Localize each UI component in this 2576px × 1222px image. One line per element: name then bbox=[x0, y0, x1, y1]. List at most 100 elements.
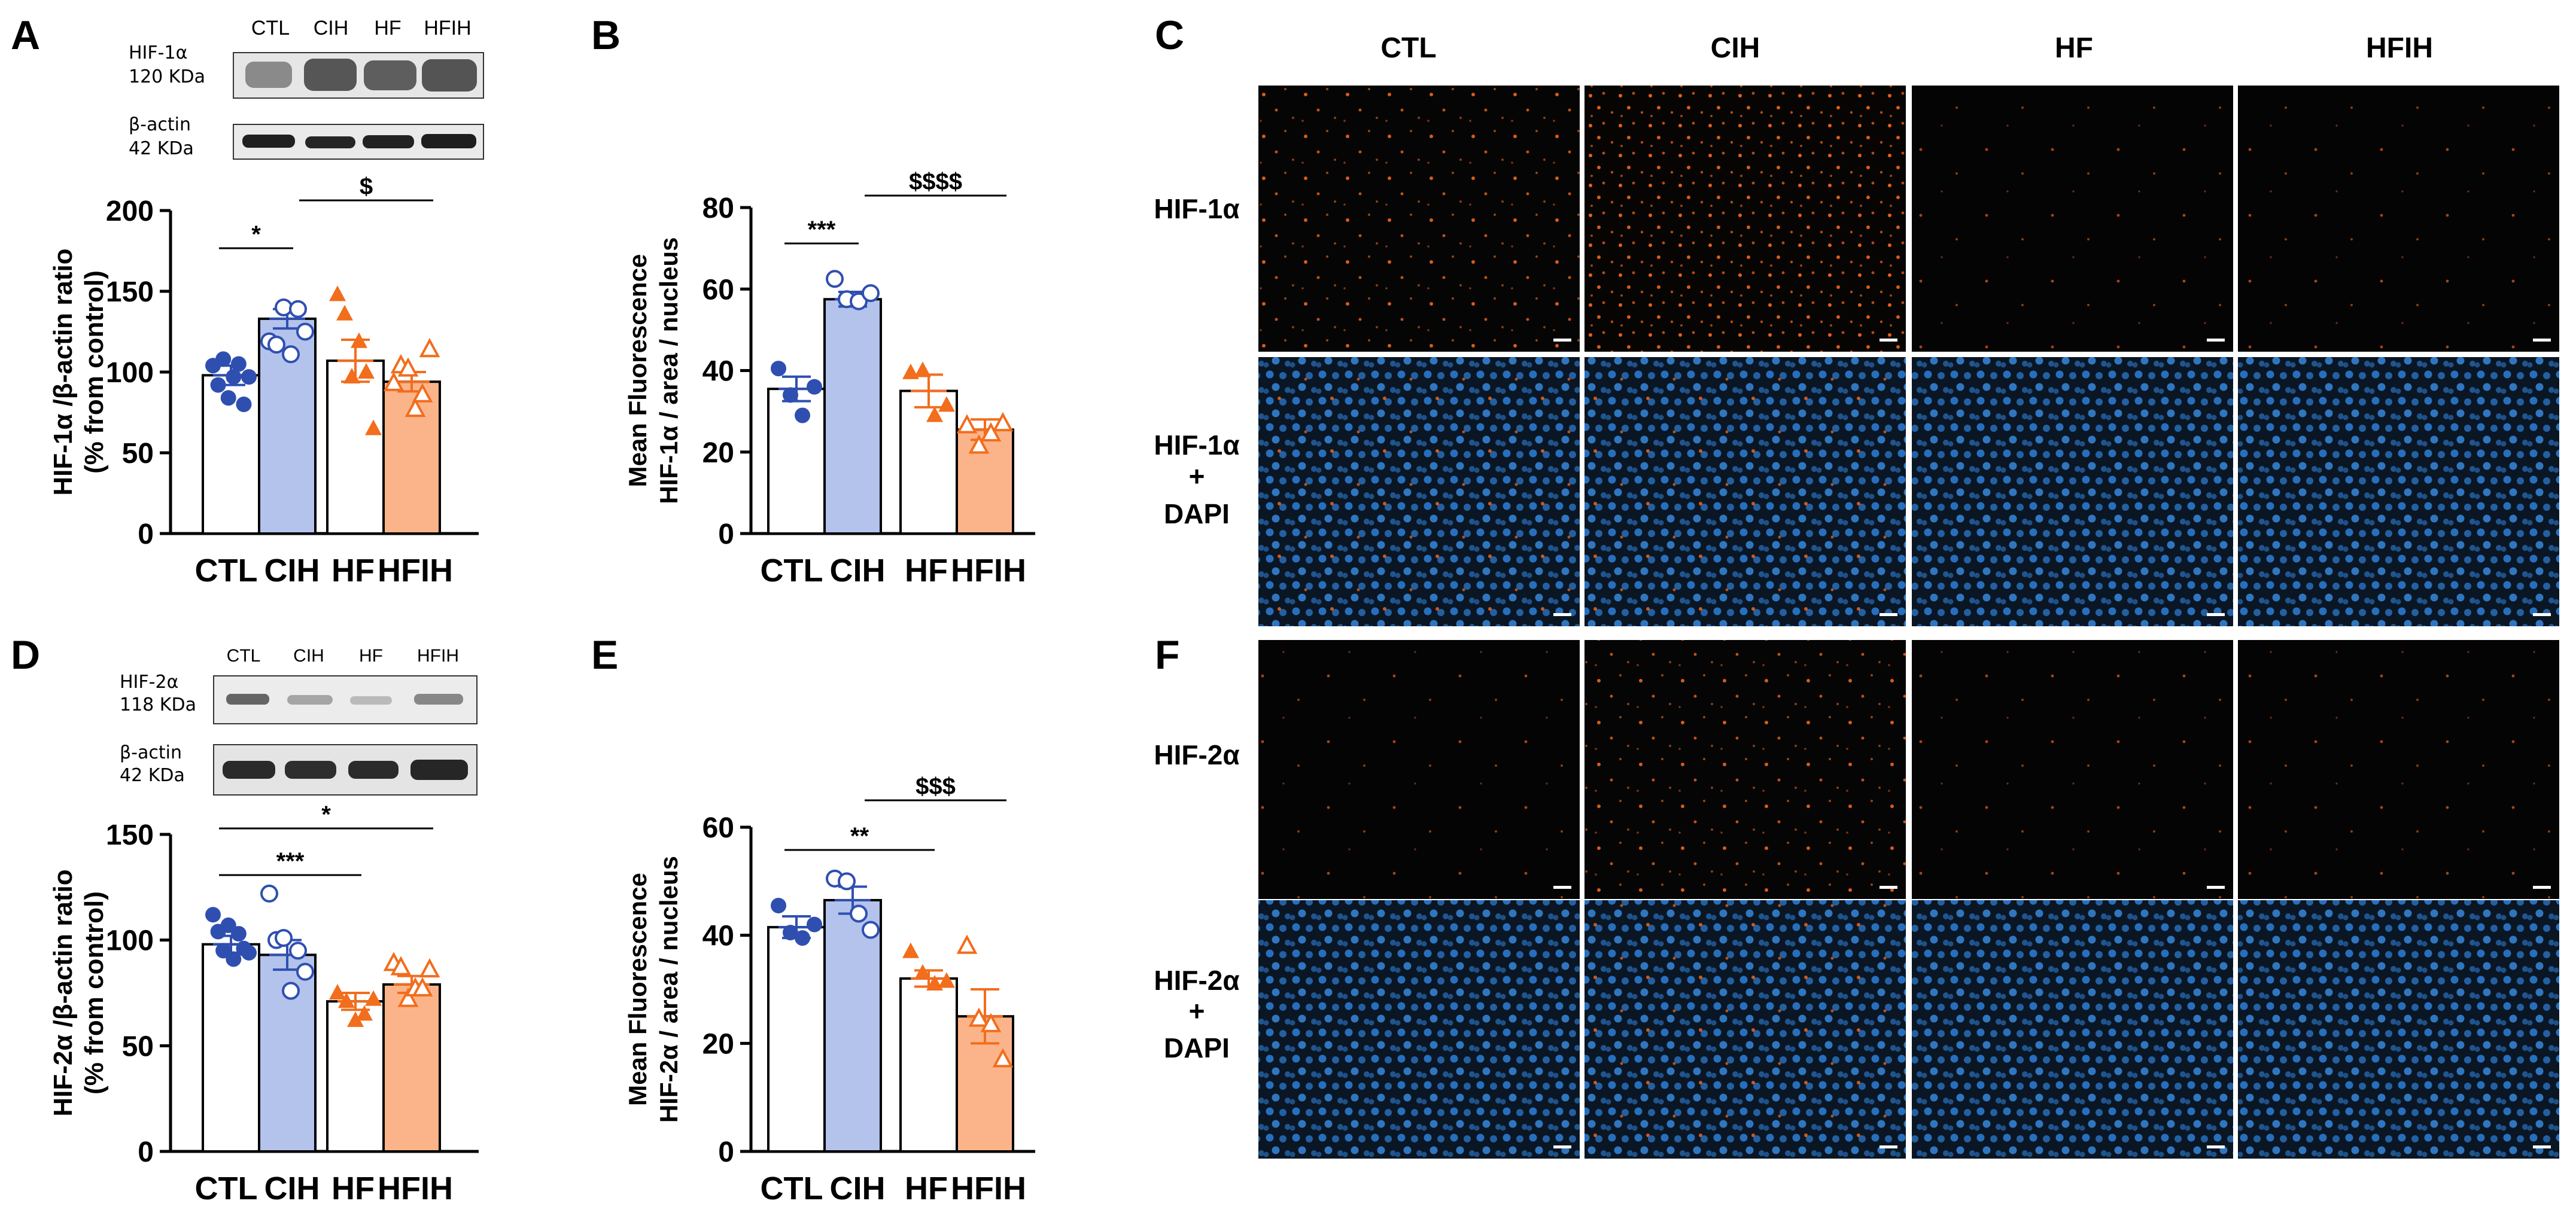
bar bbox=[202, 943, 260, 1153]
micrograph-tile bbox=[1584, 640, 1906, 899]
data-point bbox=[347, 1011, 364, 1027]
y-tick-label: 40 bbox=[702, 356, 734, 388]
data-point bbox=[992, 412, 1014, 432]
x-tick-label: CIH bbox=[830, 1171, 886, 1206]
y-tick-label: 200 bbox=[106, 196, 154, 227]
data-point bbox=[275, 929, 293, 947]
micrograph-tile bbox=[1912, 86, 2233, 352]
data-point bbox=[215, 943, 232, 959]
data-point bbox=[383, 371, 405, 391]
blot-a-loading-name: β-actin bbox=[129, 114, 191, 135]
bar bbox=[899, 389, 958, 535]
micrograph-headers: CTL CIH HF HFIH bbox=[1380, 32, 2433, 64]
panel-letter-a: A bbox=[11, 13, 40, 58]
row-label-c-hif1a: HIF-1α bbox=[1154, 193, 1239, 224]
blot-a-lane-hfih: HFIH bbox=[424, 17, 471, 39]
y-axis-label: (% from control) bbox=[80, 270, 109, 474]
y-tick-label: 20 bbox=[702, 437, 734, 469]
data-point bbox=[397, 988, 419, 1007]
blot-d-loading-name: β-actin bbox=[120, 742, 182, 763]
bar bbox=[382, 983, 441, 1153]
y-tick-label: 0 bbox=[718, 1136, 734, 1168]
row-label-f-merge-2: + bbox=[1189, 995, 1205, 1026]
y-tick-label: 60 bbox=[702, 274, 734, 306]
y-tick-label: 80 bbox=[702, 193, 734, 224]
panel-letter-e: E bbox=[591, 632, 618, 678]
data-point bbox=[850, 292, 868, 310]
western-blot-a: CTL CIH HF HFIH HIF-1α 120 KDa β-actin 4… bbox=[129, 17, 484, 160]
data-point bbox=[365, 990, 382, 1006]
data-point bbox=[926, 406, 943, 422]
micro-col-cih: CIH bbox=[1711, 32, 1760, 64]
scale-bar bbox=[1879, 1145, 1897, 1148]
y-axis-label: HIF-2α /β-actin ratio bbox=[48, 869, 78, 1116]
micrograph-tile bbox=[2238, 640, 2559, 899]
y-tick-label: 20 bbox=[702, 1028, 734, 1060]
y-tick-label: 0 bbox=[718, 519, 734, 550]
significance-label: * bbox=[251, 221, 261, 248]
data-point bbox=[260, 884, 278, 903]
data-point bbox=[230, 926, 247, 942]
y-axis-label: Mean Fluorescence bbox=[624, 873, 652, 1106]
data-point bbox=[862, 284, 880, 303]
data-point bbox=[771, 897, 786, 913]
blot-a-hif-strip bbox=[233, 52, 484, 99]
micrograph-tile bbox=[1584, 900, 1906, 1159]
blot-a-protein-name: HIF-1α bbox=[129, 42, 187, 63]
y-tick-label: 0 bbox=[138, 519, 154, 550]
y-tick-label: 150 bbox=[106, 819, 154, 851]
micro-col-hf: HF bbox=[2055, 32, 2093, 64]
data-point bbox=[343, 368, 360, 384]
data-point bbox=[902, 942, 919, 958]
x-tick-label: CIH bbox=[830, 553, 886, 589]
blot-a-lane-ctl: CTL bbox=[251, 17, 290, 39]
y-tick-label: 60 bbox=[702, 812, 734, 844]
data-point bbox=[783, 387, 798, 403]
y-tick-label: 50 bbox=[122, 438, 154, 470]
scale-bar bbox=[2207, 339, 2225, 342]
data-point bbox=[992, 1048, 1014, 1068]
data-point bbox=[220, 917, 236, 933]
y-tick-label: 100 bbox=[106, 925, 154, 957]
x-tick-label: HF bbox=[331, 1171, 375, 1206]
blot-a-lane-hf: HF bbox=[374, 17, 401, 39]
panel-letter-f: F bbox=[1155, 632, 1180, 678]
y-axis-label: Mean Fluorescence bbox=[624, 254, 652, 487]
data-point bbox=[329, 285, 346, 301]
x-tick-label: CIH bbox=[264, 553, 320, 589]
scale-bar bbox=[2533, 1145, 2551, 1148]
blot-a-loading-kda: 42 KDa bbox=[129, 138, 194, 159]
chart-d: 0 50 100 150 HIF-2α /β-actin ratio (% from co… bbox=[48, 802, 479, 1206]
data-point bbox=[926, 974, 943, 991]
y-axis-label: (% from control) bbox=[80, 891, 109, 1095]
data-point bbox=[205, 907, 221, 923]
data-point bbox=[230, 356, 247, 372]
scale-bar bbox=[1553, 339, 1571, 342]
scale-bar bbox=[2207, 613, 2225, 616]
scale-bar bbox=[1553, 886, 1571, 889]
data-point bbox=[795, 930, 810, 946]
data-point bbox=[365, 419, 382, 435]
blot-a-actin-strip bbox=[233, 124, 484, 160]
scale-bar bbox=[1879, 339, 1897, 342]
data-point bbox=[938, 972, 955, 988]
data-point bbox=[226, 951, 242, 967]
bar bbox=[823, 298, 882, 535]
data-point bbox=[956, 934, 978, 954]
data-point bbox=[241, 944, 257, 961]
micrograph-tile bbox=[1258, 640, 1580, 899]
significance-label: *** bbox=[808, 217, 836, 243]
data-point bbox=[329, 984, 346, 999]
x-tick-label: HFIH bbox=[951, 553, 1026, 589]
scale-bar bbox=[1553, 613, 1571, 616]
data-point bbox=[412, 977, 433, 997]
blot-d-actin-strip bbox=[213, 744, 478, 796]
micrograph-tile bbox=[1912, 900, 2233, 1159]
micrograph-tile bbox=[1258, 900, 1580, 1159]
data-point bbox=[956, 414, 978, 434]
data-point bbox=[902, 363, 919, 379]
y-tick-label: 0 bbox=[138, 1136, 154, 1168]
data-point bbox=[289, 941, 307, 960]
scale-bar bbox=[2207, 1145, 2225, 1148]
x-tick-label: HFIH bbox=[951, 1171, 1026, 1206]
